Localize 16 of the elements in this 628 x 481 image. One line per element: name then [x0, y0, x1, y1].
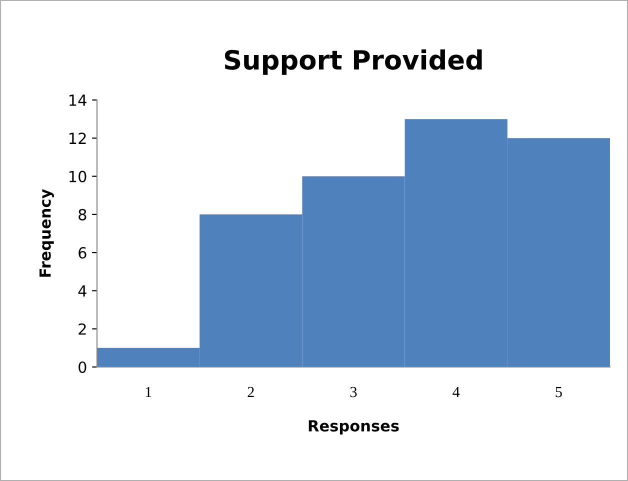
x-tick-label: 3 [350, 386, 357, 398]
y-axis-title: Frequency [40, 189, 54, 277]
x-axis-title: Responses [308, 420, 399, 435]
y-tick-label: 6 [78, 247, 86, 259]
y-tick-label: 0 [78, 361, 86, 374]
x-tick-label: 5 [556, 387, 562, 398]
y-tick-label: 4 [78, 285, 86, 297]
y-tick-label: 2 [78, 323, 86, 335]
x-tick-label: 1 [146, 386, 152, 398]
chart-title: Support Provided [224, 49, 482, 75]
y-tick-label: 14 [70, 94, 86, 106]
y-tick-label: 12 [70, 132, 86, 144]
x-tick-label: 4 [452, 386, 460, 398]
y-tick-label: 10 [70, 170, 86, 182]
y-tick-label: 8 [78, 208, 86, 220]
x-tick-label: 2 [248, 386, 254, 398]
